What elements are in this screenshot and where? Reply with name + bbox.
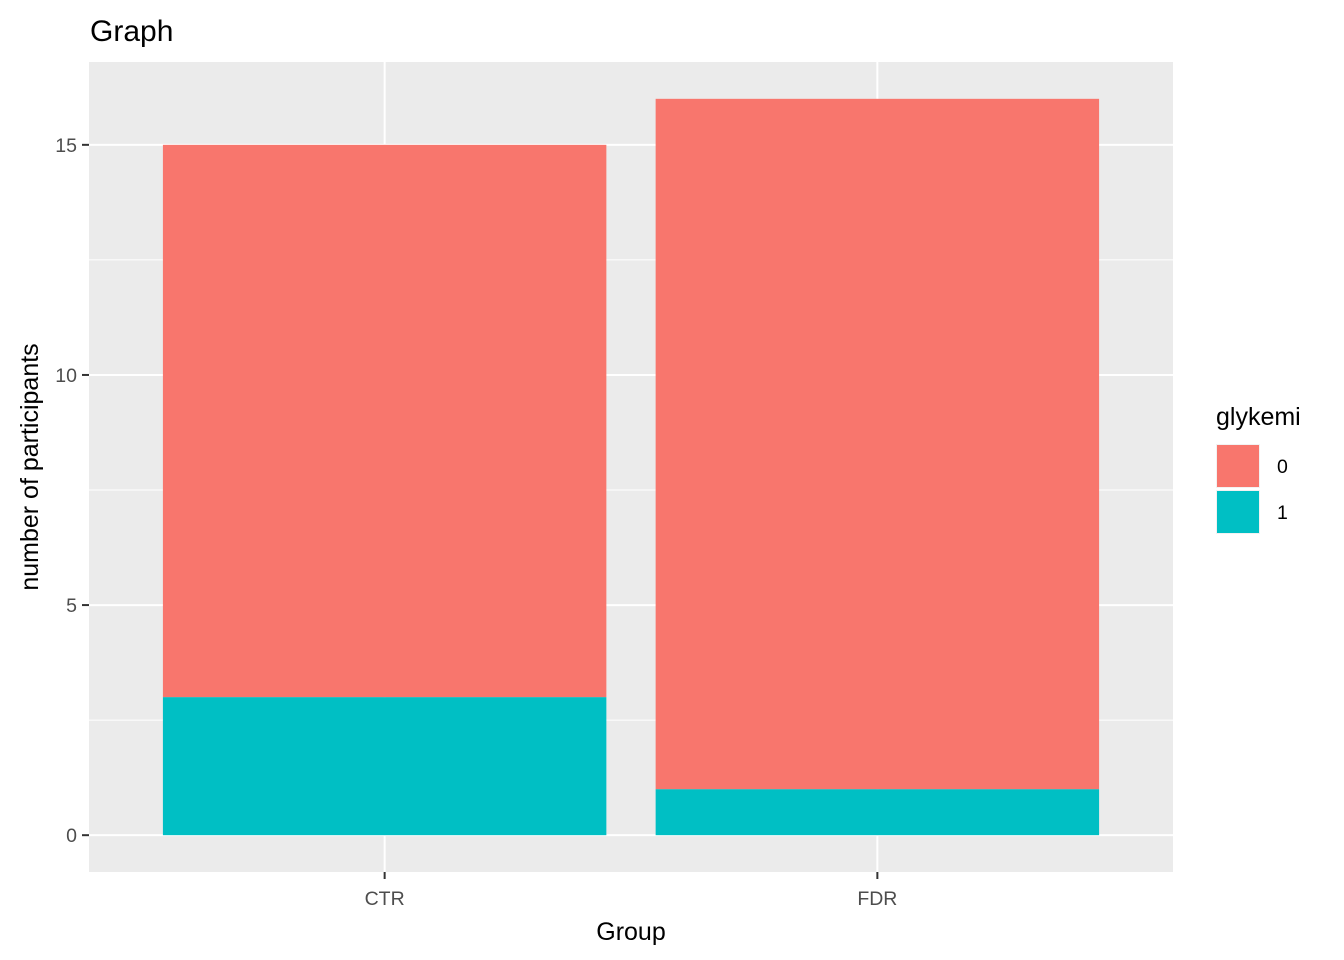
y-tick-label: 0 [66,825,77,847]
bar-ctr-glykemi-1 [162,697,607,836]
x-axis: CTR FDR [365,872,897,910]
y-axis: 0 5 10 15 [55,135,89,847]
y-tick-label: 15 [55,135,77,157]
x-tick-label: FDR [857,888,897,910]
bar-fdr-glykemi-1 [655,789,1100,836]
y-tick-label: 10 [55,365,77,387]
legend-swatch-1 [1217,491,1259,533]
bar-ctr-glykemi-0 [162,144,607,698]
chart-title: Graph [90,15,173,48]
legend-label-0: 0 [1277,456,1288,478]
legend: glykemi 0 1 [1216,403,1301,534]
legend-label-1: 1 [1277,502,1288,524]
x-tick-label: CTR [365,888,405,910]
x-axis-title: Group [596,918,665,946]
y-tick-label: 5 [66,595,77,617]
bar-fdr-glykemi-0 [655,98,1100,790]
legend-swatch-0 [1217,445,1259,487]
y-axis-title: number of participants [16,343,44,590]
legend-title: glykemi [1216,403,1301,431]
bars [162,98,1100,836]
